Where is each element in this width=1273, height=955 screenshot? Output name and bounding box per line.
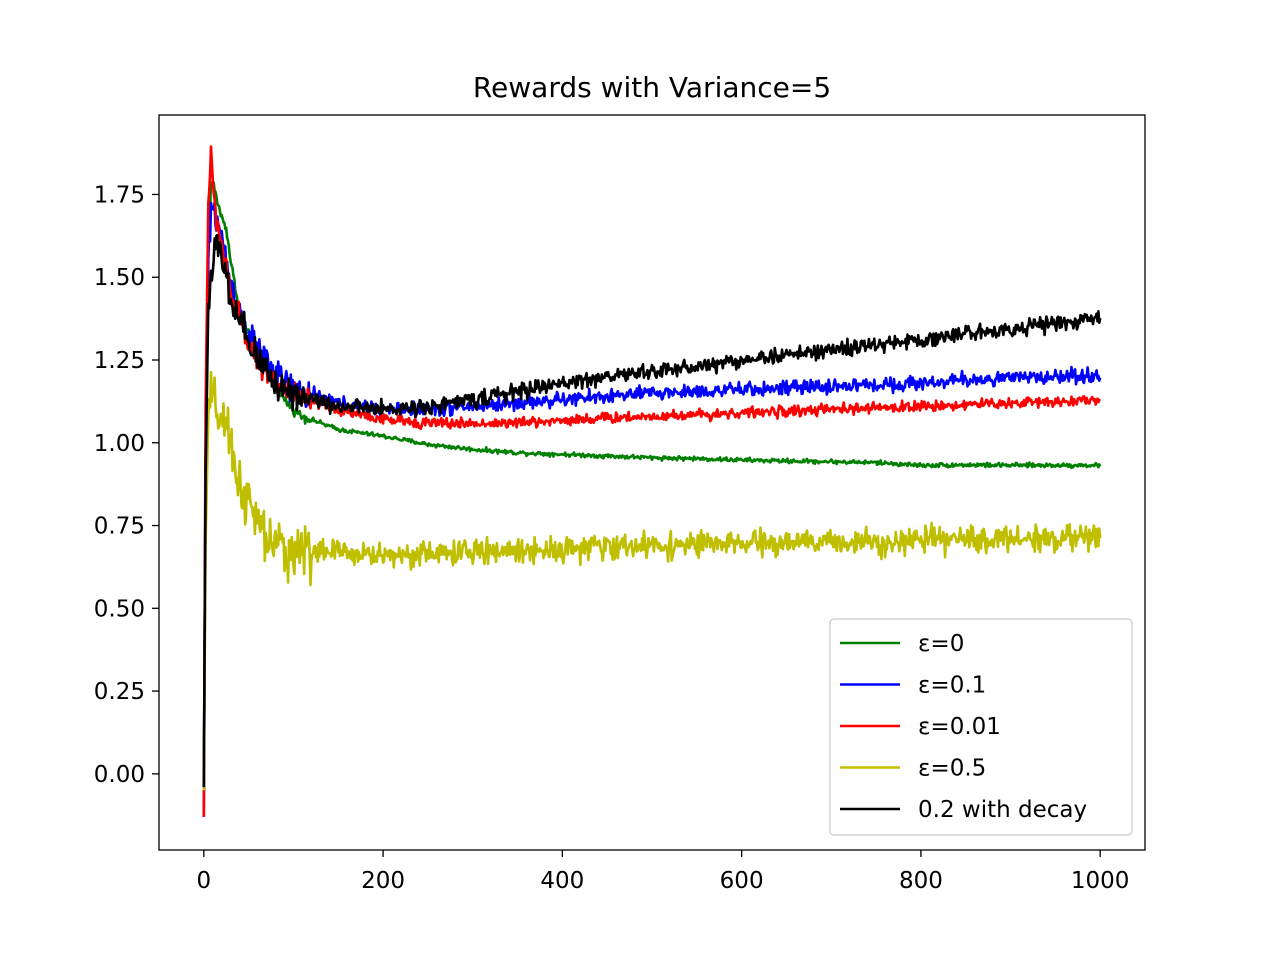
legend: ε=0 ε=0.1 ε=0.01 ε=0.5 0.2 with decay bbox=[829, 618, 1133, 836]
y-tick-label: 1.00 bbox=[94, 431, 145, 457]
y-tick-label: 0.25 bbox=[94, 679, 145, 705]
y-axis: 0.00 0.25 0.50 0.75 1.00 1.25 1.50 1.75 bbox=[94, 182, 159, 788]
axes-frame bbox=[158, 114, 1146, 851]
chart-title: Rewards with Variance=5 bbox=[473, 71, 831, 104]
x-axis: 0 200 400 600 800 1000 bbox=[196, 850, 1129, 894]
x-tick-label: 600 bbox=[720, 868, 764, 894]
legend-label: ε=0 bbox=[918, 631, 964, 657]
x-tick-label: 0 bbox=[196, 868, 211, 894]
legend-label: ε=0.5 bbox=[918, 756, 986, 782]
x-tick-label: 1000 bbox=[1071, 868, 1130, 894]
series-line-3 bbox=[202, 370, 1102, 791]
y-tick-label: 0.75 bbox=[94, 514, 145, 540]
y-tick-label: 0.00 bbox=[94, 762, 145, 788]
x-tick-label: 400 bbox=[540, 868, 584, 894]
series-line-2 bbox=[202, 145, 1102, 817]
y-tick-label: 1.50 bbox=[94, 265, 145, 291]
legend-label: 0.2 with decay bbox=[918, 797, 1087, 823]
x-tick-label: 800 bbox=[899, 868, 943, 894]
y-tick-label: 1.25 bbox=[94, 348, 145, 374]
series-line-1 bbox=[202, 201, 1102, 817]
x-tick-label: 200 bbox=[361, 868, 405, 894]
legend-label: ε=0.1 bbox=[918, 673, 986, 699]
y-tick-label: 0.50 bbox=[94, 596, 145, 622]
legend-label: ε=0.01 bbox=[918, 714, 1001, 740]
plot-area bbox=[202, 145, 1102, 817]
legend-box bbox=[829, 618, 1133, 836]
y-tick-label: 1.75 bbox=[94, 182, 145, 208]
series-line-0 bbox=[202, 180, 1102, 791]
series-line-4 bbox=[202, 233, 1102, 788]
